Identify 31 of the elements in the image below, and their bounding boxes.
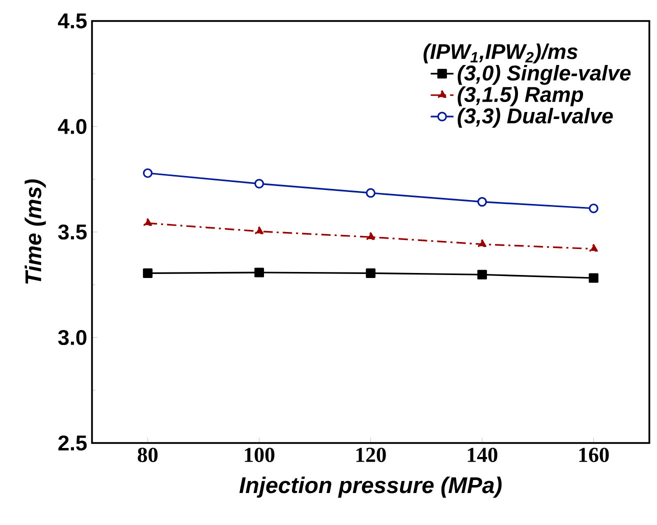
- point: [477, 197, 487, 207]
- x-tick-label: 80: [138, 448, 158, 462]
- point: [366, 232, 375, 240]
- y-tick-label: 3.5: [58, 224, 87, 240]
- legend-label: (3,1.5) Ramp: [458, 86, 584, 106]
- y-tick-label: 4.0: [58, 118, 86, 134]
- x-tick-label: 140: [468, 448, 498, 462]
- point: [142, 268, 153, 278]
- y-tick-label: 2.5: [58, 435, 87, 451]
- point: [478, 239, 486, 248]
- legend-label: (3,0) Single-valve: [458, 64, 631, 85]
- point: [366, 268, 376, 278]
- point: [588, 204, 598, 214]
- y-tick-label: 3.0: [58, 330, 86, 346]
- y-tick-label: 4.5: [58, 14, 87, 28]
- x-tick-label: 160: [579, 448, 609, 462]
- x-tick-label: 100: [244, 448, 274, 462]
- point: [254, 268, 264, 278]
- y-axis-title: Time (ms): [24, 179, 46, 284]
- point: [588, 273, 598, 283]
- point: [142, 168, 153, 178]
- legend-label: (3,3) Dual-valve: [458, 108, 613, 128]
- x-tick-label: 120: [356, 448, 386, 462]
- point: [254, 178, 264, 188]
- x-axis-title: Injection pressure (MPa): [239, 476, 502, 498]
- point: [477, 270, 487, 280]
- point: [589, 244, 598, 252]
- point: [254, 226, 264, 234]
- point: [366, 188, 376, 198]
- point: [143, 218, 152, 226]
- legend-title: (IPW$_{1}$,IPW$_{2}$)/ms: [424, 43, 578, 64]
